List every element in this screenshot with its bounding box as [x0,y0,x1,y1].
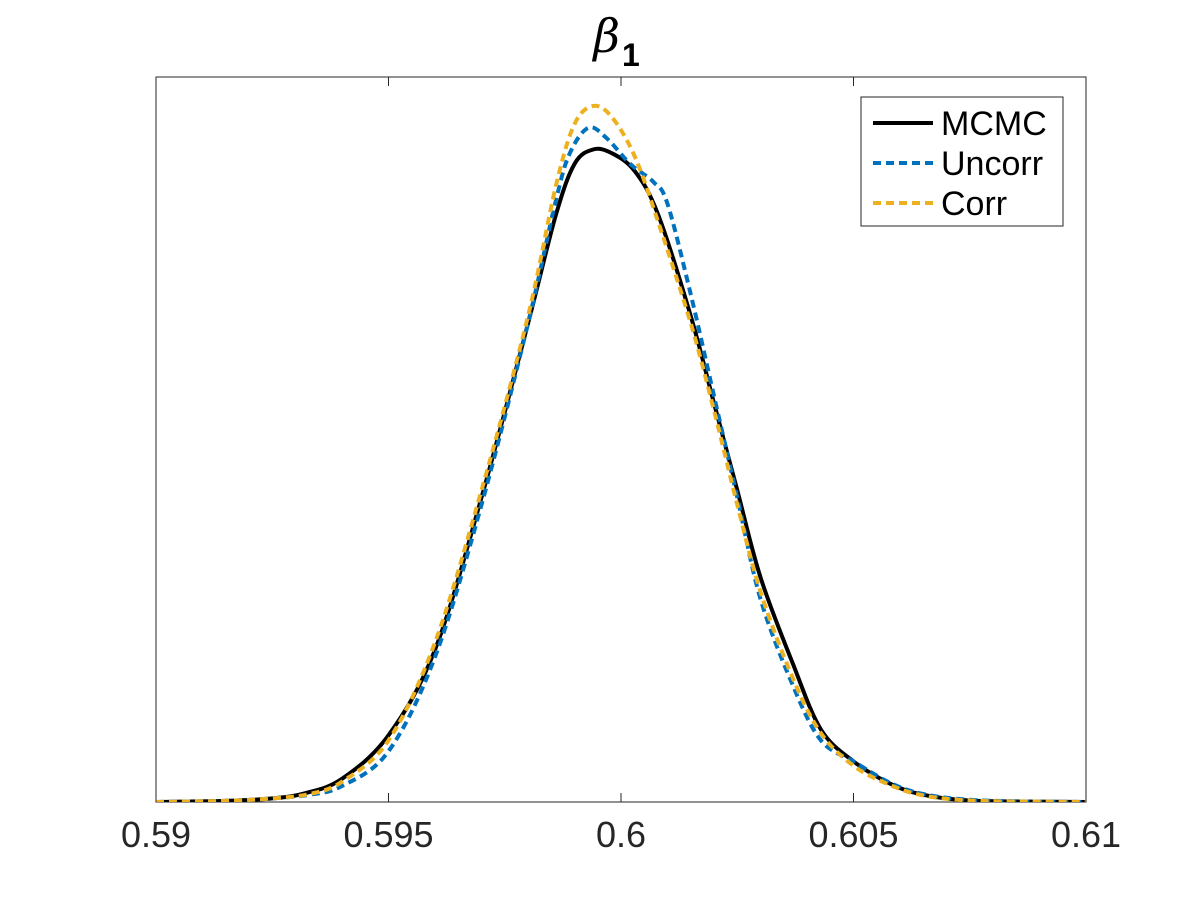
x-tick-label: 0.6 [596,814,646,855]
legend-box [860,96,1064,227]
x-tick-label: 0.59 [121,814,191,855]
x-axis: 0.59 0.595 0.6 0.605 0.61 [121,77,1121,855]
chart-title-subscript: 1 [622,37,640,73]
x-tick-label: 0.595 [343,814,433,855]
legend-label-mcmc: MCMC [941,105,1047,143]
series-line-corr [156,103,1086,802]
legend-label-corr: Corr [941,185,1007,223]
series-line-uncorr [156,125,1086,802]
x-tick-label: 0.61 [1051,814,1121,855]
series-layer [156,103,1086,802]
legend-label-uncorr: Uncorr [941,145,1043,183]
chart-title-symbol: β [591,9,620,63]
x-tick-label: 0.605 [808,814,898,855]
